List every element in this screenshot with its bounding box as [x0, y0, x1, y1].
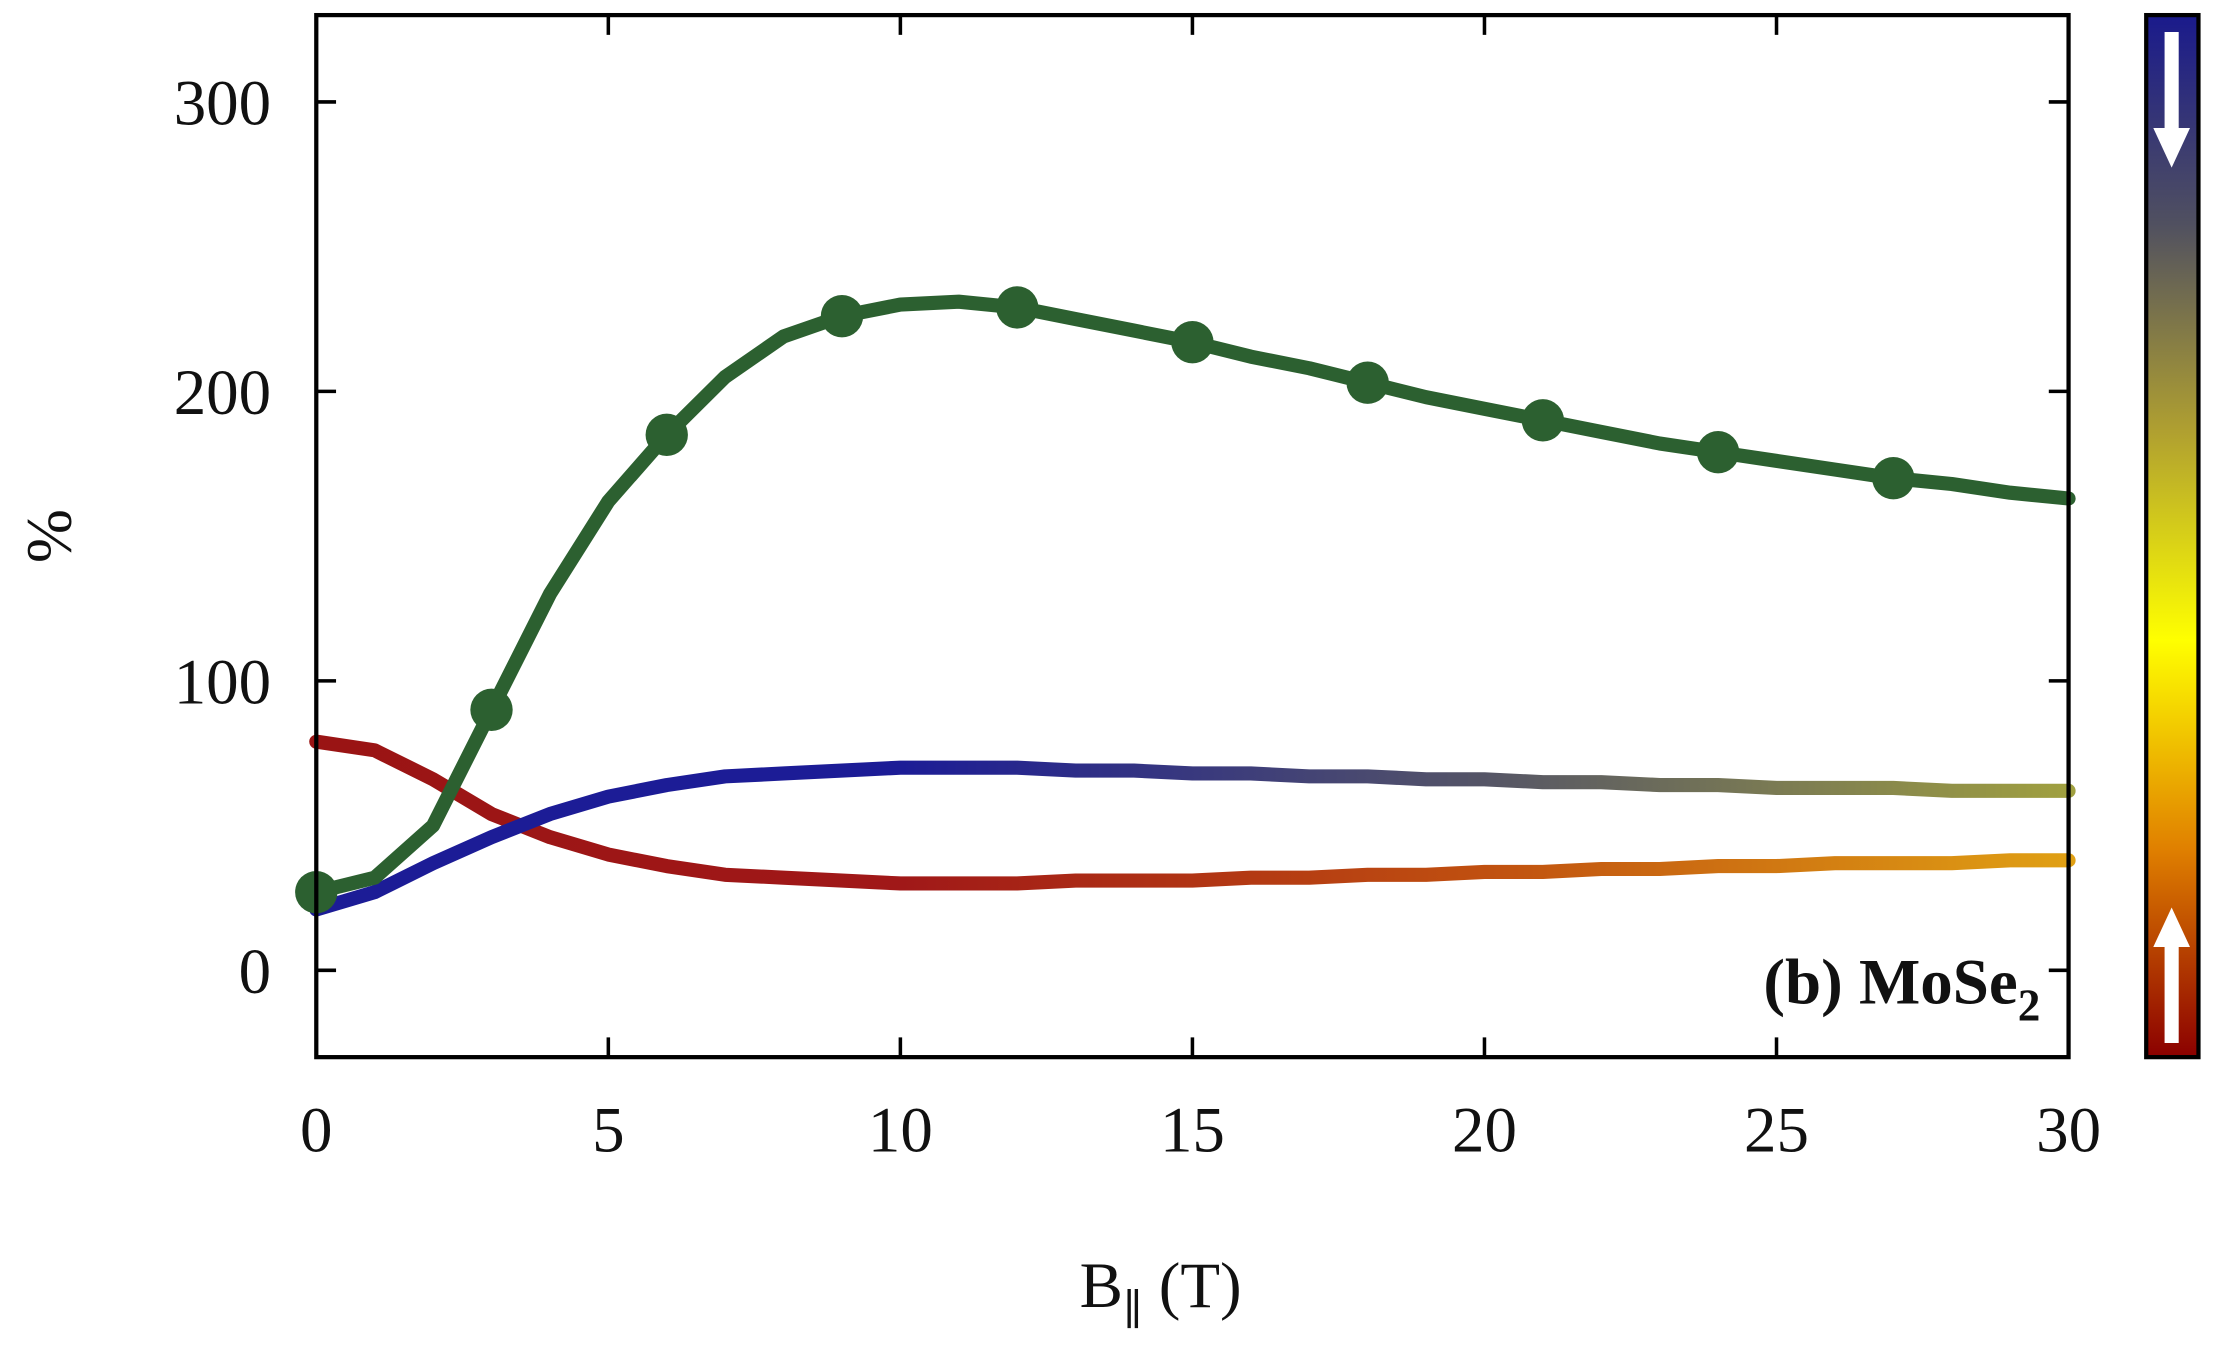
x-tick-label: 10 — [868, 1095, 933, 1167]
x-label-main: B — [1080, 1250, 1123, 1322]
plot-area — [295, 286, 2076, 917]
down-arrow — [2153, 32, 2190, 168]
x-label-tail: (T) — [1143, 1250, 1242, 1322]
x-tick-label: 25 — [1744, 1095, 1809, 1167]
marker — [996, 286, 1039, 329]
up-arrow — [2153, 907, 2190, 1044]
y-tick-label: 300 — [174, 68, 271, 140]
y-tick-label: 0 — [239, 936, 271, 1008]
curve — [309, 734, 2076, 891]
annotation: (b) MoSe2 — [1763, 946, 2040, 1030]
x-tick-label: 0 — [300, 1095, 332, 1167]
marker — [1346, 361, 1389, 404]
x-axis-label: B∥ (T) — [1080, 1250, 1242, 1334]
marker — [1696, 431, 1740, 474]
colorbar — [2144, 12, 2201, 1060]
annotation-sub: 2 — [2018, 980, 2041, 1030]
y-tick-label: 100 — [174, 646, 271, 718]
x-tick-label: 20 — [1452, 1095, 1517, 1167]
y-tick-label: 200 — [174, 357, 271, 429]
y-axis-label: % — [14, 509, 86, 563]
marker — [470, 688, 513, 731]
marker — [645, 413, 688, 456]
x-tick-label: 15 — [1160, 1095, 1225, 1167]
marker — [1872, 457, 1915, 500]
annotation-text: (b) MoSe — [1763, 946, 2017, 1018]
marker — [1171, 321, 1214, 364]
x-tick-label: 5 — [592, 1095, 624, 1167]
x-label-sub: ∥ — [1123, 1287, 1143, 1334]
x-tick-label: 30 — [2036, 1095, 2101, 1167]
curve — [309, 760, 2076, 917]
marker — [820, 294, 864, 338]
marker — [1521, 399, 1565, 442]
